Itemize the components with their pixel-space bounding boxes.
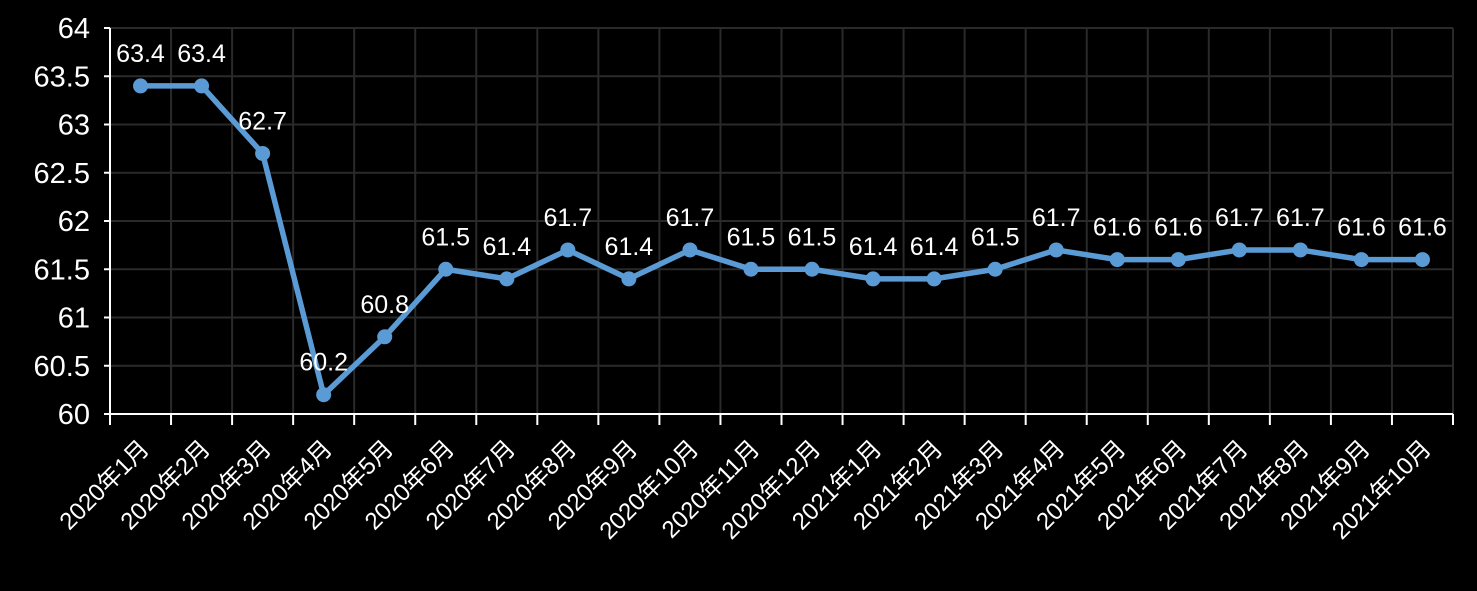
data-point-label: 61.4 [605,233,654,261]
data-point-label: 63.4 [177,40,226,68]
data-point-label: 61.5 [727,223,776,251]
y-axis-tick-label: 60 [58,399,90,431]
data-point-marker [682,242,698,258]
y-axis-tick-label: 62 [58,206,90,238]
data-point-marker [316,387,332,403]
data-point-marker [377,329,393,345]
data-point-marker [499,271,515,287]
data-point-marker [1109,252,1125,268]
data-point-marker [194,78,210,94]
data-point-marker [865,271,881,287]
data-point-marker [1048,242,1064,258]
data-point-marker [1231,242,1247,258]
y-axis-tick-label: 63 [58,110,90,142]
data-point-marker [987,261,1003,277]
data-point-label: 61.7 [1032,204,1081,232]
data-point-label: 61.5 [421,223,470,251]
data-point-label: 61.4 [482,233,531,261]
data-point-label: 61.7 [544,204,593,232]
data-point-marker [1414,252,1430,268]
data-point-label: 61.5 [971,223,1020,251]
data-point-marker [255,145,271,161]
data-point-marker [621,271,637,287]
data-point-label: 61.4 [849,233,898,261]
data-point-label: 61.6 [1398,214,1447,242]
data-point-label: 61.6 [1093,214,1142,242]
data-point-label: 61.6 [1154,214,1203,242]
data-point-marker [438,261,454,277]
data-point-label: 62.7 [238,107,287,135]
series-line [137,83,1426,398]
data-point-marker [560,242,576,258]
data-point-label: 60.2 [299,349,348,377]
data-point-label: 61.5 [788,223,837,251]
data-point-label: 61.7 [1276,204,1325,232]
data-point-marker [804,261,820,277]
data-point-marker [743,261,759,277]
data-point-marker [133,78,149,94]
data-point-label: 61.6 [1337,214,1386,242]
data-point-marker [1170,252,1186,268]
y-axis-tick-label: 61 [58,303,90,335]
data-point-label: 61.4 [910,233,959,261]
y-axis-tick-label: 63.5 [34,61,90,93]
data-point-label: 61.7 [1215,204,1264,232]
y-axis-tick-label: 62.5 [34,158,90,190]
data-point-marker [1292,242,1308,258]
data-point-marker [926,271,942,287]
data-point-label: 60.8 [360,291,409,319]
y-axis-tick-label: 61.5 [34,254,90,286]
data-point-marker [1353,252,1369,268]
y-axis-tick-label: 64 [58,13,90,45]
data-point-label: 63.4 [116,40,165,68]
data-point-label: 61.7 [666,204,715,232]
y-axis-tick-label: 60.5 [34,351,90,383]
